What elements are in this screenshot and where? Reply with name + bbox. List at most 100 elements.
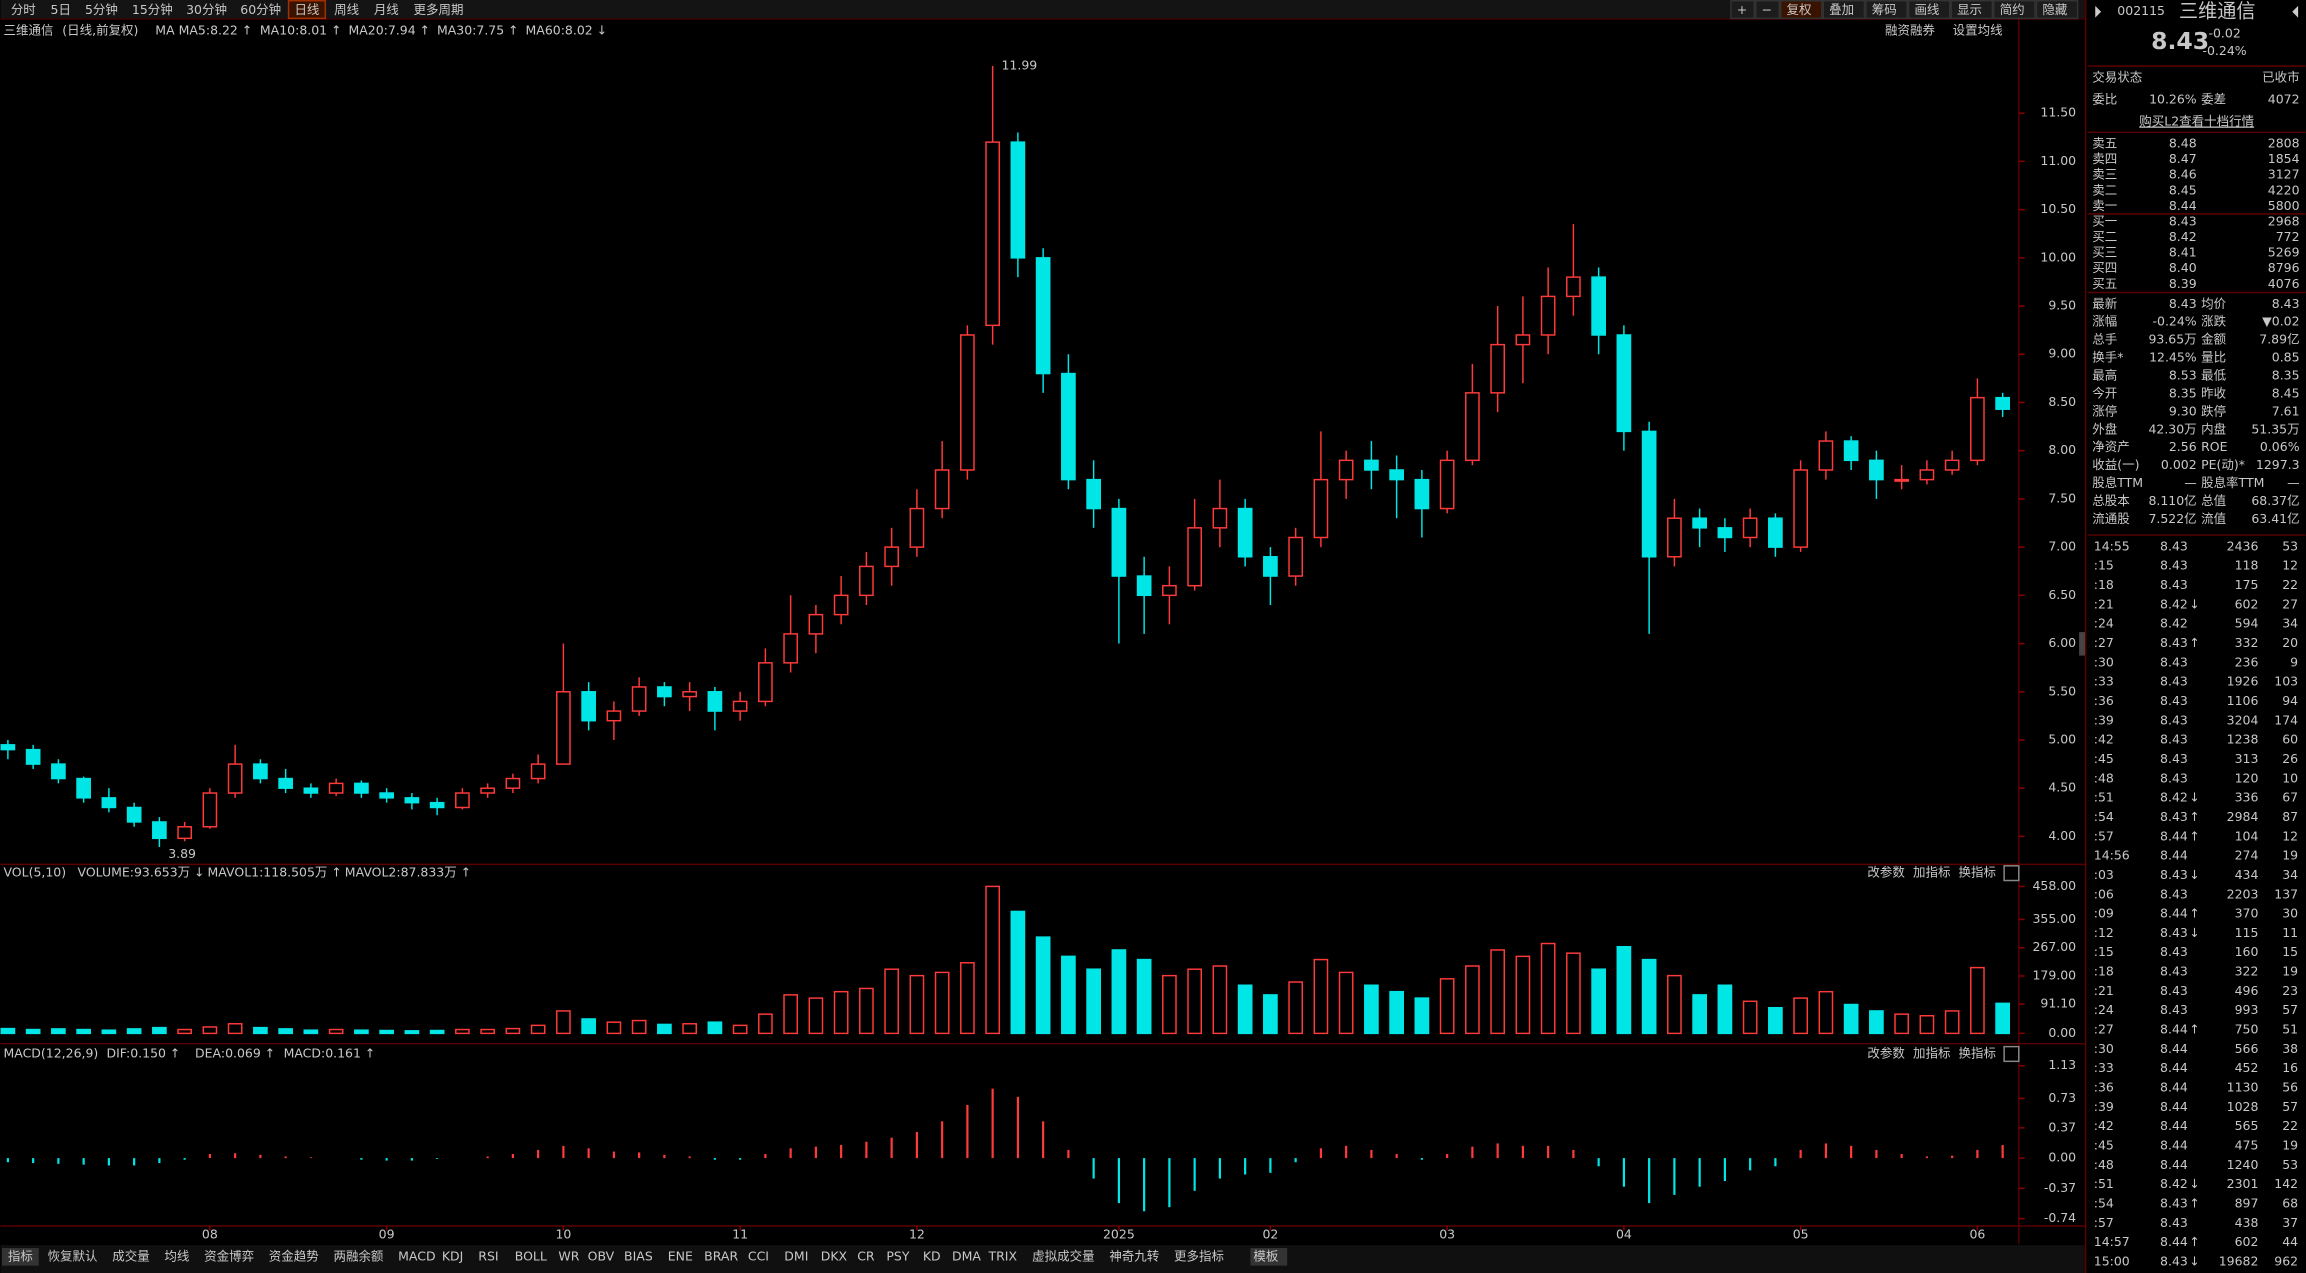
splitter[interactable] [2079,632,2085,656]
panel-link[interactable]: 融资融券 [1885,22,1935,37]
toolbar-button[interactable]: 隐藏 [2042,2,2067,17]
toolbar-tab[interactable]: 60分钟 [240,2,281,17]
toolbar-tab[interactable]: 5日 [51,2,71,17]
legend-item: VOL(5,10) [3,865,66,880]
toolbar-button[interactable]: 画线 [1914,2,1939,17]
tick-time: :39 [2094,1099,2114,1114]
bottom-tab[interactable]: 资金博弈 [204,1248,254,1263]
panel-link[interactable]: 改参数 [1867,1045,1905,1060]
toolbar-tab[interactable]: 日线 [294,2,319,17]
bottom-tab[interactable]: OBV [588,1248,615,1263]
bottom-tab[interactable]: BRAR [704,1248,738,1263]
bottom-tab[interactable]: 均线 [164,1248,189,1263]
stat-value: 2.56 [2169,439,2197,454]
toolbar-tab[interactable]: 周线 [334,2,359,17]
volume-bar [783,994,798,1035]
bottom-tab[interactable]: 成交量 [112,1248,149,1263]
volume-bar [1843,1003,1859,1035]
bottom-tab[interactable]: DKX [821,1248,848,1263]
tabbar-bg [0,1245,2085,1273]
toolbar-tab[interactable]: 更多周期 [414,2,464,17]
candle-body [328,782,344,794]
bottom-tab[interactable]: 模板 [1253,1248,1278,1263]
candle-body [530,763,546,780]
bottom-tab[interactable]: DMA [952,1248,981,1263]
candle-body [404,797,420,804]
toolbar-tab[interactable]: 15分钟 [132,2,173,17]
bottom-tab[interactable]: 神奇九转 [1109,1248,1159,1263]
candle-body [1313,478,1329,539]
tick-time: :24 [2094,616,2114,631]
candle-body [1187,527,1202,587]
bottom-tab[interactable]: BIAS [624,1248,653,1263]
tick-price: 8.44 [2160,1138,2188,1153]
panel-link[interactable]: 改参数 [1867,865,1905,880]
toolbar-button[interactable]: − [1762,2,1772,17]
l2-link[interactable]: 购买L2查看十档行情 [2139,114,2254,129]
toolbar-button[interactable]: 简约 [2000,2,2025,17]
bottom-tab[interactable]: DMI [784,1248,808,1263]
volume-bar [1566,952,1581,1035]
tick-arrow: ↑ [2189,809,2199,824]
toolbar-tab[interactable]: 30分钟 [186,2,227,17]
bottom-tab[interactable]: RSI [478,1248,498,1263]
toolbar-button[interactable]: 叠加 [1829,2,1854,17]
tick-arrow: ↓ [2189,596,2199,611]
panel-link[interactable]: 加指标 [1913,1045,1950,1060]
bottom-tab[interactable]: 虚拟成交量 [1032,1248,1094,1263]
tick-count: 38 [2282,1041,2298,1056]
bottom-tab[interactable]: TRIX [987,1248,1017,1263]
panel-link[interactable]: 加指标 [1913,865,1950,880]
bottom-tab[interactable]: WR [558,1248,579,1263]
bottom-tab[interactable]: 恢复默认 [48,1248,98,1263]
toolbar-button[interactable]: + [1737,2,1747,17]
tick-price: 8.43 [2160,770,2188,785]
bottom-tab[interactable]: 资金趋势 [269,1248,319,1263]
stat-value: 8.43 [2272,296,2300,311]
x-tick-label: 05 [1793,1226,1809,1241]
bottom-tab[interactable]: MACD [398,1248,435,1263]
bottom-tab[interactable]: PSY [886,1248,909,1263]
tick-count: 174 [2274,712,2298,727]
candle-body [1692,517,1707,529]
bottom-tab[interactable]: 指标 [8,1248,33,1263]
tick-arrow: ↑ [2189,635,2199,650]
bottom-tab[interactable]: BOLL [515,1248,547,1263]
book-volume: 1854 [2268,151,2300,166]
toolbar-tab[interactable]: 分时 [11,2,36,17]
candle-body [1111,507,1127,577]
toolbar-button[interactable]: 复权 [1787,2,1812,17]
bottom-tab[interactable]: 更多指标 [1174,1248,1224,1263]
tick-price: 8.43 [2160,693,2188,708]
bottom-tab[interactable]: KDJ [442,1248,463,1263]
panel-link[interactable]: 换指标 [1959,865,1996,880]
toolbar-button[interactable]: 显示 [1957,2,1982,17]
legend-item: VOLUME:93.653万 ↓ [78,865,205,880]
panel-link[interactable]: 设置均线 [1953,22,2003,37]
bottom-tab[interactable]: CR [857,1248,875,1263]
candle-body [1338,459,1354,481]
bottom-tab[interactable]: ENE [668,1248,693,1263]
tick-volume: 322 [2235,964,2259,979]
close-button[interactable] [2003,865,2020,882]
bottom-tab[interactable]: CCI [748,1248,769,1263]
tick-price: 8.43 [2160,964,2188,979]
stat-value: 51.35万 [2251,421,2299,436]
label: 委比 [2092,91,2117,106]
bottom-tab[interactable]: KD [923,1248,941,1263]
tick-time: :39 [2094,712,2114,727]
volume-bar [1717,984,1733,1035]
toolbar-button[interactable]: 筹码 [1872,2,1897,17]
x-tick-label: 08 [202,1226,218,1241]
book-volume: 8796 [2268,260,2300,275]
toolbar-tab[interactable]: 5分钟 [85,2,118,17]
prev-arrow[interactable] [2095,5,2102,18]
last-price: 8.43 [2151,27,2209,55]
volume-bar [1136,958,1152,1035]
bottom-tab[interactable]: 两融余额 [333,1248,383,1263]
toolbar-tab[interactable]: 月线 [374,2,399,17]
panel-link[interactable]: 换指标 [1959,1045,1996,1060]
volume-bar [0,1027,16,1035]
close-button[interactable] [2003,1045,2020,1063]
next-arrow[interactable] [2292,5,2299,18]
